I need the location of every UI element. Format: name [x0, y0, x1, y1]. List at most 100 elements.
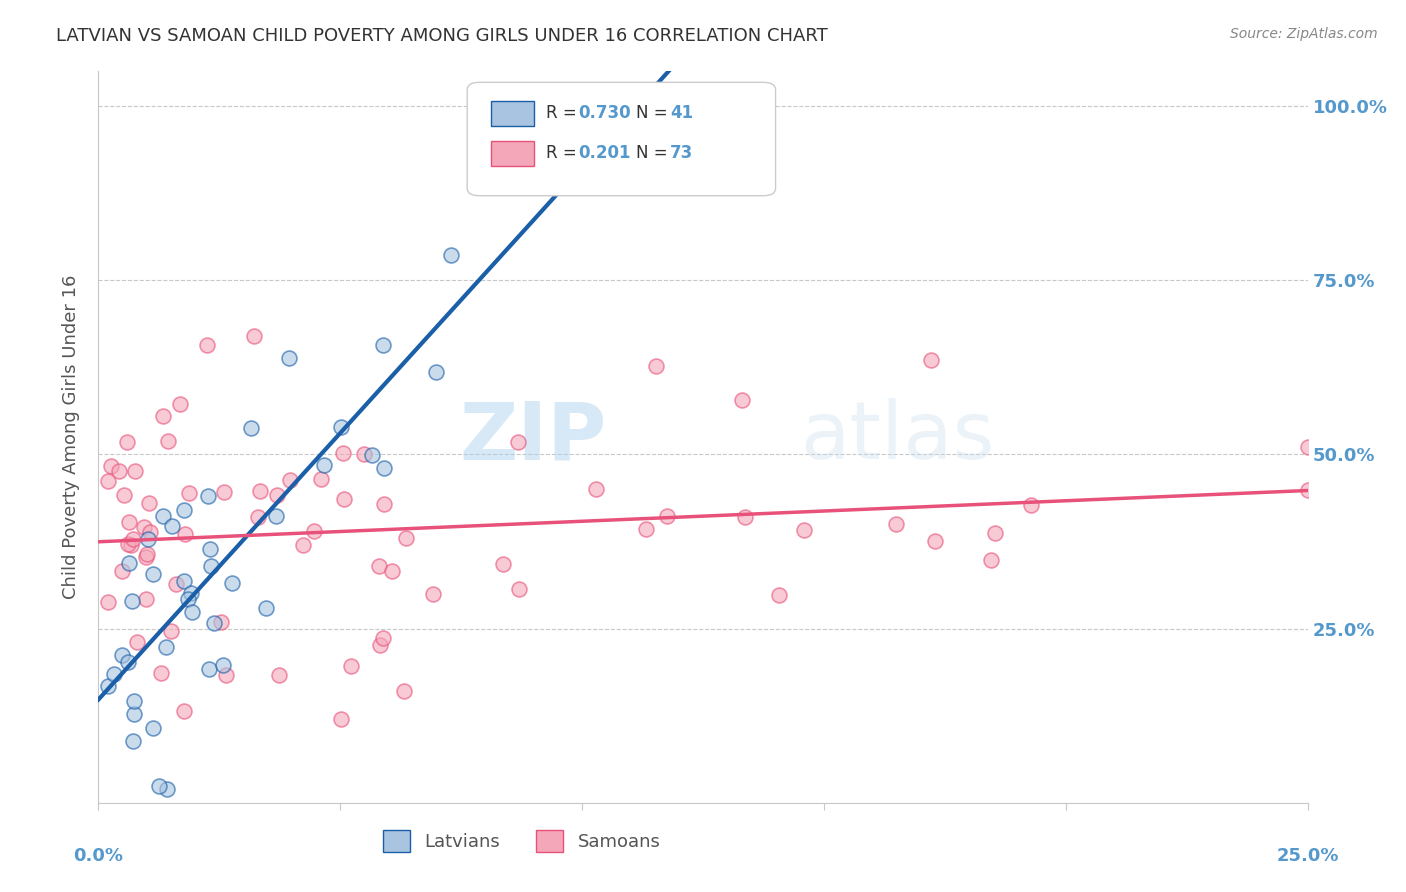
- Point: [221, 575, 243, 590]
- Point: [425, 365, 447, 379]
- Point: [254, 600, 277, 615]
- Point: [657, 509, 679, 524]
- Text: ZIP: ZIP: [458, 398, 606, 476]
- Point: [197, 489, 219, 503]
- Point: [980, 553, 1002, 567]
- Point: [108, 464, 131, 478]
- Point: [508, 582, 530, 596]
- Point: [142, 722, 165, 736]
- Point: [195, 338, 218, 352]
- Point: [202, 615, 225, 630]
- Point: [645, 359, 668, 374]
- Point: [330, 712, 353, 726]
- Point: [115, 434, 138, 449]
- Point: [139, 524, 162, 539]
- Point: [309, 472, 332, 486]
- Point: [97, 474, 120, 488]
- Text: 41: 41: [671, 104, 693, 122]
- Point: [152, 409, 174, 423]
- Point: [1296, 483, 1319, 498]
- Point: [100, 459, 122, 474]
- Point: [173, 503, 195, 517]
- Point: [983, 526, 1005, 541]
- Point: [266, 488, 288, 502]
- Point: [212, 485, 235, 500]
- Point: [117, 655, 139, 669]
- Y-axis label: Child Poverty Among Girls Under 16: Child Poverty Among Girls Under 16: [62, 275, 80, 599]
- Point: [371, 632, 394, 646]
- Point: [734, 509, 756, 524]
- Point: [156, 781, 179, 796]
- Point: [585, 483, 607, 497]
- Point: [169, 397, 191, 411]
- Point: [422, 587, 444, 601]
- Point: [132, 520, 155, 534]
- Text: R =: R =: [546, 145, 582, 162]
- Text: Source: ZipAtlas.com: Source: ZipAtlas.com: [1230, 27, 1378, 41]
- Point: [111, 648, 134, 662]
- Point: [920, 353, 942, 368]
- Point: [97, 679, 120, 693]
- Text: N =: N =: [637, 104, 673, 122]
- Point: [122, 706, 145, 721]
- Text: R =: R =: [546, 104, 582, 122]
- Point: [291, 538, 314, 552]
- Point: [135, 549, 157, 564]
- Point: [368, 638, 391, 652]
- Point: [122, 694, 145, 708]
- Point: [173, 574, 195, 588]
- Point: [112, 488, 135, 502]
- Point: [332, 445, 354, 459]
- Point: [636, 522, 658, 536]
- Point: [149, 665, 172, 680]
- Point: [160, 518, 183, 533]
- Point: [136, 547, 159, 561]
- Bar: [492, 141, 534, 167]
- Point: [395, 531, 418, 545]
- Point: [312, 458, 335, 472]
- Point: [122, 532, 145, 546]
- Point: [118, 556, 141, 570]
- Point: [121, 593, 143, 607]
- Point: [368, 559, 391, 574]
- Point: [121, 734, 143, 748]
- Text: 0.0%: 0.0%: [73, 847, 124, 864]
- Point: [177, 486, 200, 500]
- Text: 0.201: 0.201: [578, 145, 631, 162]
- Point: [118, 515, 141, 529]
- Point: [135, 591, 157, 606]
- Point: [155, 640, 177, 654]
- Point: [544, 155, 567, 169]
- Point: [239, 421, 262, 435]
- Point: [731, 393, 754, 408]
- Point: [373, 338, 395, 352]
- Point: [264, 508, 287, 523]
- Point: [1296, 440, 1319, 454]
- Point: [174, 527, 197, 541]
- Point: [243, 329, 266, 343]
- Point: [304, 524, 326, 538]
- Point: [508, 434, 530, 449]
- Point: [200, 558, 222, 573]
- Point: [111, 564, 134, 578]
- Point: [247, 510, 270, 524]
- Point: [360, 449, 382, 463]
- Point: [373, 460, 395, 475]
- Point: [103, 667, 125, 681]
- Point: [142, 566, 165, 581]
- Point: [120, 538, 142, 552]
- Text: atlas: atlas: [800, 398, 994, 476]
- Point: [138, 496, 160, 510]
- Point: [1019, 498, 1042, 512]
- Point: [332, 491, 354, 506]
- Point: [125, 635, 148, 649]
- Point: [924, 533, 946, 548]
- Text: 25.0%: 25.0%: [1277, 847, 1339, 864]
- Point: [97, 595, 120, 609]
- Point: [156, 434, 179, 448]
- Point: [136, 533, 159, 547]
- Bar: [492, 101, 534, 127]
- Point: [373, 497, 395, 511]
- Point: [381, 564, 404, 578]
- Point: [492, 557, 515, 571]
